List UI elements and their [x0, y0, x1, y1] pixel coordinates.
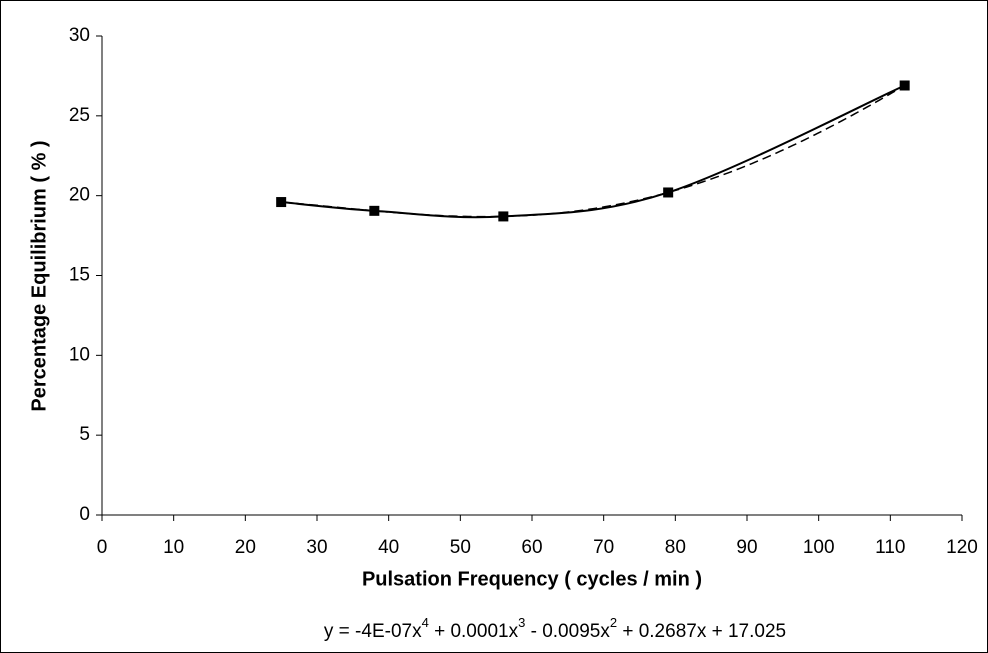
y-tick-label: 30	[69, 25, 90, 46]
equation-term: y = -4E-07x	[324, 621, 422, 642]
equation-exponent: 2	[610, 615, 617, 630]
x-tick-label: 70	[593, 537, 614, 558]
x-tick-label: 120	[946, 537, 978, 558]
x-tick-label: 80	[665, 537, 686, 558]
x-tick-label: 0	[97, 537, 108, 558]
x-tick-label: 30	[306, 537, 327, 558]
marker	[663, 187, 674, 198]
equation-term: + 0.2687x + 17.025	[617, 621, 786, 642]
marker	[899, 80, 910, 91]
marker	[498, 211, 509, 222]
x-tick-label: 90	[736, 537, 757, 558]
y-tick-label: 10	[69, 344, 90, 365]
y-tick-label: 15	[69, 265, 90, 286]
y-tick-label: 5	[79, 424, 90, 445]
x-tick-label: 110	[875, 537, 905, 558]
marker	[369, 205, 380, 216]
equation-term: - 0.0095x	[525, 621, 610, 642]
equation-term: + 0.0001x	[429, 621, 519, 642]
y-axis-label: Percentage Equilibrium ( % )	[28, 140, 50, 411]
x-axis-label: Pulsation Frequency ( cycles / min )	[362, 568, 702, 590]
series-line	[281, 84, 906, 219]
equation-exponent: 4	[422, 615, 429, 630]
x-tick-label: 60	[521, 537, 542, 558]
y-tick-label: 20	[69, 185, 90, 206]
equation-exponent: 3	[518, 615, 525, 630]
y-tick-label: 0	[79, 504, 90, 525]
x-tick-label: 10	[163, 537, 184, 558]
y-tick-label: 25	[69, 105, 90, 126]
x-tick-label: 100	[803, 537, 835, 558]
marker	[276, 197, 287, 208]
x-tick-label: 50	[450, 537, 471, 558]
x-tick-label: 40	[378, 537, 399, 558]
trendline-equation: y = -4E-07x4 + 0.0001x3 - 0.0095x2 + 0.2…	[324, 615, 786, 642]
x-tick-label: 20	[235, 537, 256, 558]
